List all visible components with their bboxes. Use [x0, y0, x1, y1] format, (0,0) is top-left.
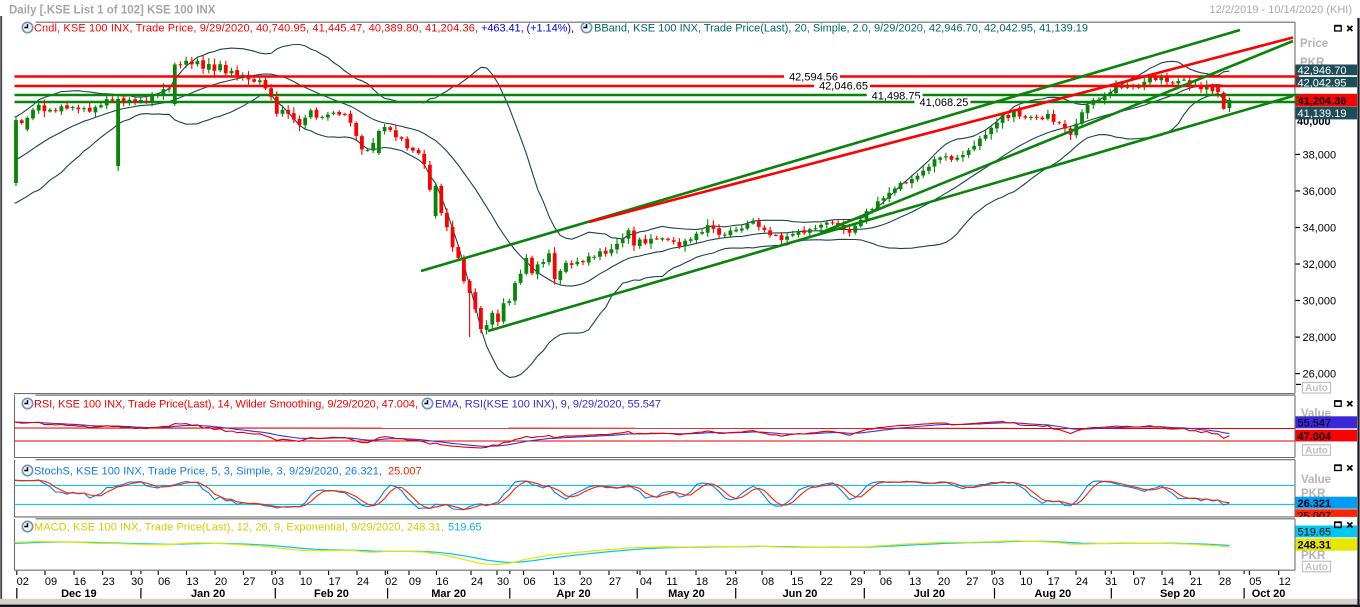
svg-text:42,046.65: 42,046.65: [819, 80, 868, 92]
svg-text:02: 02: [385, 576, 397, 588]
svg-text:10: 10: [300, 576, 312, 588]
svg-text:25.007: 25.007: [388, 466, 422, 478]
svg-text:14: 14: [1162, 576, 1174, 588]
svg-text:Daily [.KSE List 1 of 102] KSE: Daily [.KSE List 1 of 102] KSE 100 INX: [9, 5, 216, 17]
svg-text:MACD, KSE 100 INX, Trade Price: MACD, KSE 100 INX, Trade Price(Last), 12…: [34, 522, 444, 534]
svg-text:41,498.75: 41,498.75: [872, 90, 921, 102]
svg-text:16: 16: [436, 576, 448, 588]
svg-text:Aug 20: Aug 20: [1035, 588, 1072, 600]
svg-text:28,000: 28,000: [1303, 332, 1337, 344]
svg-text:24: 24: [357, 576, 369, 588]
svg-text:PKR: PKR: [1301, 550, 1326, 562]
svg-text:27: 27: [966, 576, 978, 588]
svg-text:41,204.36: 41,204.36: [1298, 95, 1347, 107]
svg-text:17: 17: [328, 576, 340, 588]
svg-text:26,000: 26,000: [1303, 369, 1337, 381]
svg-text:Feb 20: Feb 20: [314, 588, 349, 600]
svg-text:24: 24: [471, 576, 483, 588]
svg-text:24: 24: [1076, 576, 1088, 588]
svg-text:42,946.70: 42,946.70: [1298, 65, 1347, 77]
svg-text:Cndl, KSE 100 INX, Trade Price: Cndl, KSE 100 INX, Trade Price, 9/29/202…: [34, 23, 478, 35]
svg-text:Dec 19: Dec 19: [61, 588, 96, 600]
svg-text:Mar 20: Mar 20: [431, 588, 466, 600]
svg-text:04: 04: [640, 576, 652, 588]
svg-text:32,000: 32,000: [1303, 259, 1337, 271]
svg-text:+463.41, (+1.14%),: +463.41, (+1.14%),: [481, 23, 574, 35]
svg-text:RSI, KSE 100 INX, Trade Price(: RSI, KSE 100 INX, Trade Price(Last), 14,…: [34, 399, 418, 411]
svg-text:27: 27: [243, 576, 255, 588]
svg-text:Auto: Auto: [1305, 383, 1328, 394]
svg-text:25.007: 25.007: [1298, 510, 1332, 522]
svg-text:36,000: 36,000: [1303, 186, 1337, 198]
svg-text:06: 06: [880, 576, 892, 588]
svg-text:31: 31: [1105, 576, 1117, 588]
svg-text:Apr 20: Apr 20: [556, 588, 590, 600]
svg-text:13: 13: [553, 576, 565, 588]
svg-text:07: 07: [1133, 576, 1145, 588]
svg-text:03: 03: [992, 576, 1004, 588]
svg-text:519.65: 519.65: [448, 522, 482, 534]
svg-text:21: 21: [1190, 576, 1202, 588]
svg-text:29: 29: [850, 576, 862, 588]
svg-text:16: 16: [74, 576, 86, 588]
svg-text:EMA, RSI(KSE 100 INX), 9, 9/: EMA, RSI(KSE 100 INX), 9, 9/29/2020, 55.…: [435, 399, 661, 411]
svg-text:09: 09: [45, 576, 57, 588]
svg-text:Value: Value: [1301, 474, 1331, 486]
svg-text:27: 27: [609, 576, 621, 588]
svg-text:22: 22: [821, 576, 833, 588]
svg-text:Sep 20: Sep 20: [1160, 588, 1195, 600]
svg-text:248.31: 248.31: [1298, 540, 1332, 552]
svg-text:41,068.25: 41,068.25: [919, 97, 968, 109]
svg-text:42,042.95: 42,042.95: [1298, 77, 1347, 89]
svg-text:42,594.56: 42,594.56: [789, 71, 838, 83]
svg-text:Oct 20: Oct 20: [1252, 588, 1286, 600]
svg-text:06: 06: [523, 576, 535, 588]
svg-text:11: 11: [666, 576, 677, 588]
svg-text:28: 28: [726, 576, 738, 588]
svg-text:13: 13: [186, 576, 198, 588]
svg-text:Jan 20: Jan 20: [191, 588, 225, 600]
svg-text:26.321: 26.321: [1298, 498, 1332, 510]
svg-text:Price: Price: [1300, 38, 1328, 50]
svg-text:519.65: 519.65: [1298, 527, 1332, 539]
svg-text:18: 18: [696, 576, 708, 588]
svg-text:20: 20: [580, 576, 592, 588]
svg-text:55.547: 55.547: [1298, 418, 1332, 430]
svg-text:20: 20: [938, 576, 950, 588]
svg-text:41,139.19: 41,139.19: [1298, 108, 1347, 120]
svg-text:34,000: 34,000: [1303, 223, 1337, 235]
svg-text:06: 06: [158, 576, 170, 588]
svg-text:13: 13: [909, 576, 921, 588]
svg-text:17: 17: [1048, 576, 1060, 588]
svg-text:15: 15: [791, 576, 803, 588]
svg-text:38,000: 38,000: [1303, 149, 1337, 161]
svg-text:Auto: Auto: [1305, 562, 1328, 573]
svg-text:Jun 20: Jun 20: [783, 588, 818, 600]
svg-text:02: 02: [17, 576, 29, 588]
svg-text:09: 09: [409, 576, 421, 588]
svg-text:Jul 20: Jul 20: [914, 588, 945, 600]
svg-text:23: 23: [102, 576, 114, 588]
svg-text:20: 20: [215, 576, 227, 588]
svg-text:May 20: May 20: [668, 588, 705, 600]
svg-text:47.004: 47.004: [1298, 431, 1333, 443]
svg-text:30,000: 30,000: [1303, 296, 1337, 308]
svg-text:10: 10: [1020, 576, 1032, 588]
svg-text:30: 30: [131, 576, 143, 588]
svg-text:BBand, KSE 100 INX, Trade Pri: BBand, KSE 100 INX, Trade Price(Last), 2…: [594, 23, 1088, 35]
svg-text:Auto: Auto: [1305, 445, 1328, 456]
svg-text:03: 03: [272, 576, 284, 588]
svg-text:StochS, KSE 100 INX, Trade Pri: StochS, KSE 100 INX, Trade Price, 5, 3, …: [34, 466, 382, 478]
svg-text:12: 12: [1279, 576, 1291, 588]
svg-text:30: 30: [497, 576, 509, 588]
svg-text:12/2/2019 - 10/14/2020 (KHI): 12/2/2019 - 10/14/2020 (KHI): [1210, 4, 1352, 16]
svg-text:05: 05: [1249, 576, 1261, 588]
svg-text:08: 08: [762, 576, 774, 588]
svg-text:28: 28: [1219, 576, 1231, 588]
